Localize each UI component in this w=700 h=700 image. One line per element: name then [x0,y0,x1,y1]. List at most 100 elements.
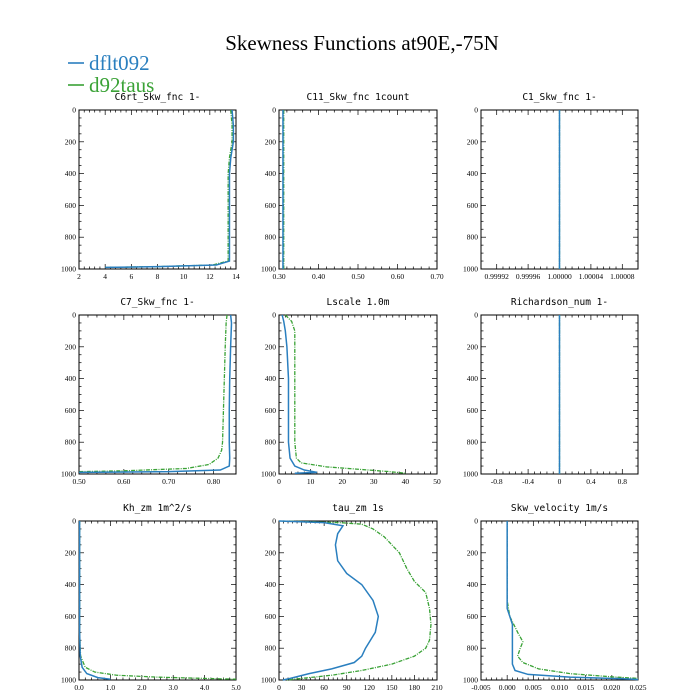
panel-2-ytick-label: 1000 [463,265,478,274]
panel-6: Kh_zm 1m^2/s 0.0 1.0 2.0 3.0 4.0 5.0 0 200 400 600… [61,503,241,692]
panel-6-title: Kh_zm 1m^2/s [123,503,192,514]
panel-6-series-dflt092 [78,521,111,680]
panel-6-xtick-label: 3.0 [169,683,179,692]
panel-3-xtick-label: 0.50 [72,477,85,486]
panel-4-xtick-label: 20 [338,477,346,486]
panel-2-xtick-label: 1.00008 [610,272,635,281]
panel-1-xtick-label: 0.30 [272,272,285,281]
panel-8-ytick-label: 200 [467,548,479,557]
panel-8-series-d92taus [506,521,639,680]
panel-1: C11_Skw_fnc 1count 0.30 0.40 0.50 0.60 0.70 0 2… [261,92,444,281]
panel-1-ytick-label: 1000 [261,265,276,274]
panel-6-xtick-label: 5.0 [231,683,241,692]
panel-4-xtick-label: 30 [370,477,378,486]
panel-4-ytick-label: 0 [272,311,276,320]
panel-4-ytick-label: 200 [265,342,277,351]
panel-0-xtick-label: 10 [180,272,188,281]
panel-3-xtick-label: 0.60 [117,477,130,486]
panel-8-xtick-label: 0.010 [551,683,568,692]
panel-4-frame [278,314,438,475]
panel-1-xtick-label: 0.50 [351,272,364,281]
panel-4-series-dflt092 [281,314,318,474]
panel-8-title: Skw_velocity 1m/s [511,503,608,514]
panel-5-ytick-label: 400 [467,374,479,383]
panel-2-ytick-label: 800 [467,233,479,242]
legend-label-d92taus: d92taus [89,73,154,97]
panel-6-xtick-label: 2.0 [137,683,147,692]
panel-8-xtick-label: 0.000 [499,683,516,692]
panel-8-series-dflt092 [506,521,639,681]
legend: dflt092 d92taus [68,51,154,97]
panel-1-ytick-label: 200 [265,137,277,146]
panel-4-xtick-label: 10 [307,477,315,486]
panel-5-ytick-label: 0 [474,311,478,320]
panel-7-title: tau_zm 1s [332,503,383,514]
panel-2-xtick-label: 1.00000 [547,272,572,281]
panel-3-title: C7_Skw_fnc 1- [120,297,194,308]
panel-2: C1_Skw_fnc 1- 0.99992 0.99996 1.00000 1.0000… [463,92,639,281]
panel-5-xtick-label: -0.4 [522,477,534,486]
panel-6-xtick-label: 1.0 [106,683,116,692]
panel-8-frame [480,520,639,681]
panel-1-ytick-label: 0 [272,106,276,115]
panel-3-ytick-label: 0 [72,311,76,320]
panel-6-series-d92taus [78,521,237,680]
panel-0-xtick-label: 12 [206,272,214,281]
panel-3-frame [78,314,237,475]
panel-4-xtick-label: 40 [402,477,410,486]
panel-2-ytick-label: 200 [467,137,479,146]
panel-6-xtick-label: 4.0 [200,683,210,692]
panel-2-ytick-label: 0 [474,106,478,115]
panel-2-title: C1_Skw_fnc 1- [522,92,596,103]
panel-7-ytick-label: 600 [265,612,277,621]
panel-3-ytick-label: 200 [65,342,77,351]
panel-4-ytick-label: 800 [265,438,277,447]
panel-4-title: Lscale 1.0m [327,297,390,308]
panel-4-ytick-label: 1000 [261,470,276,479]
panel-7-ytick-label: 200 [265,548,277,557]
panel-3-series-dflt092 [78,314,233,474]
panel-8-xtick-label: 0.015 [577,683,594,692]
panel-1-xtick-label: 0.60 [391,272,404,281]
panel-0-frame [78,109,237,270]
panel-0-xtick-label: 4 [103,272,107,281]
panel-0-xtick-label: 14 [232,272,240,281]
panel-8-ytick-label: 0 [474,517,478,526]
panel-6-frame [78,520,237,681]
panel-1-ytick-label: 400 [265,169,277,178]
panel-2-ytick-label: 600 [467,201,479,210]
figure-title: Skewness Functions at90E,-75N [225,31,499,55]
panel-7-xtick-label: 180 [409,683,421,692]
panel-4-ytick-label: 400 [265,374,277,383]
panel-7-xtick-label: 30 [298,683,306,692]
panels: C6rt_Skw_fnc 1-2 4 6 8 10 12 14020040060080010… [61,92,647,692]
panel-8-ytick-label: 600 [467,612,479,621]
panel-7-ytick-label: 1000 [261,676,276,685]
panel-3-series-d92taus [78,314,228,473]
panel-5-ytick-label: 200 [467,342,479,351]
panel-3-ytick-label: 400 [65,374,77,383]
panel-0-title: C6rt_Skw_fnc 1- [115,92,201,103]
panel-6-ytick-label: 0 [72,517,76,526]
panel-1-xtick-label: 0.70 [430,272,443,281]
panel-8-xtick-label: 0.020 [603,683,620,692]
panel-8-ytick-label: 400 [467,580,479,589]
panel-7-xtick-label: 0 [277,683,281,692]
panel-3-ytick-label: 600 [65,406,77,415]
panel-8-ytick-label: 800 [467,644,479,653]
panel-7-ytick-label: 400 [265,580,277,589]
panel-7-xtick-label: 120 [364,683,376,692]
panel-1-title: C11_Skw_fnc 1count [307,92,410,103]
panel-5-xtick-label: 0.8 [618,477,628,486]
legend-label-dflt092: dflt092 [89,51,150,75]
panel-6-ytick-label: 600 [65,612,77,621]
panel-5-xtick-label: 0 [558,477,562,486]
panel-5: Richardson_num 1- -0.8 -0.4 0 0.4 0.8 0 200 400 6… [463,297,639,486]
panel-3-xtick-label: 0.70 [162,477,175,486]
panel-0-ytick-label: 400 [65,169,77,178]
panel-7-ytick-label: 0 [272,517,276,526]
panel-2-xtick-label: 1.00004 [579,272,604,281]
panel-5-xtick-label: -0.8 [491,477,503,486]
panel-0: C6rt_Skw_fnc 1- 2 4 6 8 10 12 14 0 200 400 600 800 10… [61,92,240,281]
